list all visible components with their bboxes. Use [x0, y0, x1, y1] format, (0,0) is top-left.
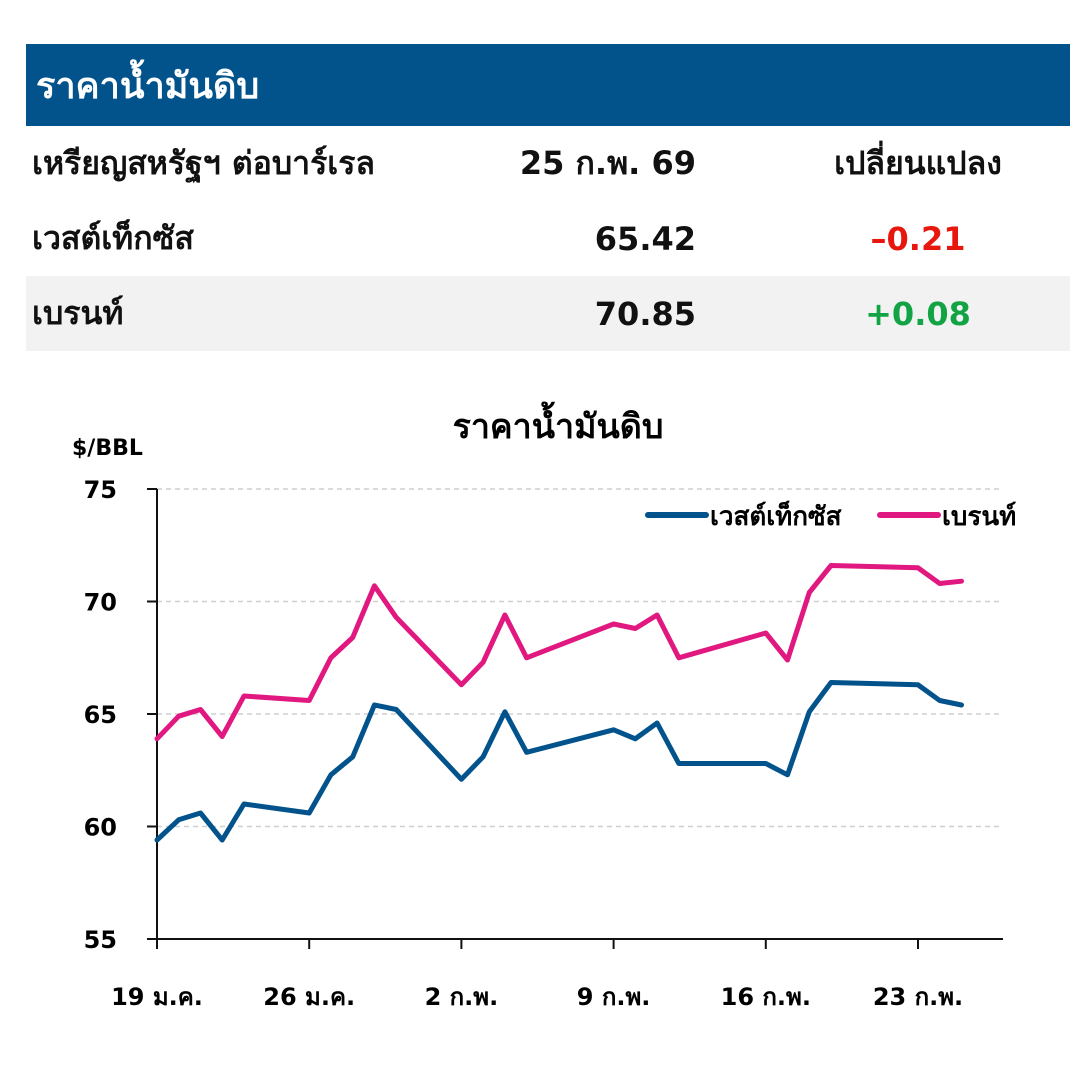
x-tick-label: 2 ก.พ. [425, 983, 499, 1011]
legend-label: เวสต์เท็กซัส [710, 500, 842, 532]
gridlines [157, 488, 1003, 828]
table-header-row: เหรียญสหรัฐฯ ต่อบาร์เรล 25 ก.พ. 69 เปลี่… [26, 126, 1070, 201]
header-unit: เหรียญสหรัฐฯ ต่อบาร์เรล [32, 144, 376, 182]
y-tick-label: 65 [84, 701, 117, 729]
x-tick-label: 16 ก.พ. [721, 983, 811, 1011]
row-change: –0.21 [870, 219, 966, 258]
row-name: เวสต์เท็กซัส [32, 219, 194, 257]
x-tick-label: 23 ก.พ. [873, 983, 963, 1011]
y-tick-label: 55 [84, 926, 117, 954]
chart-title: ราคาน้ำมันดิบ [453, 401, 664, 447]
x-axis-ticks: 19 ม.ค. 26 ม.ค. 2 ก.พ. 9 ก.พ. 16 ก.พ. 23 ก.พ. [111, 939, 963, 1011]
y-tick-label: 60 [84, 814, 117, 842]
table-title: ราคาน้ำมันดิบ [26, 44, 1070, 126]
row-value: 65.42 [594, 219, 696, 258]
series-lines [154, 563, 964, 843]
header-date: 25 ก.พ. 69 [519, 144, 696, 182]
row-name: เบรนท์ [32, 294, 124, 332]
x-tick-label: 26 ม.ค. [263, 983, 355, 1011]
x-tick-label: 9 ก.พ. [577, 983, 651, 1011]
legend-label: เบรนท์ [942, 501, 1016, 532]
series-line [154, 563, 964, 742]
x-tick-label: 19 ม.ค. [111, 983, 203, 1011]
legend: เวสต์เท็กซัส เบรนท์ [645, 500, 1016, 532]
y-axis-label: $/BBL [72, 436, 143, 461]
price-table: ราคาน้ำมันดิบ เหรียญสหรัฐฯ ต่อบาร์เรล 25… [26, 44, 1070, 351]
row-value: 70.85 [594, 294, 696, 333]
y-tick-label: 70 [84, 589, 117, 617]
table-row-brent: เบรนท์ 70.85 +0.08 [26, 276, 1070, 351]
table-row-wti: เวสต์เท็กซัส 65.42 –0.21 [26, 201, 1070, 276]
series-line [154, 680, 964, 843]
row-change: +0.08 [865, 294, 971, 333]
y-tick-label: 75 [84, 476, 117, 504]
y-axis-ticks: 55 60 65 70 75 [84, 476, 1003, 954]
header-change: เปลี่ยนแปลง [834, 144, 1002, 182]
